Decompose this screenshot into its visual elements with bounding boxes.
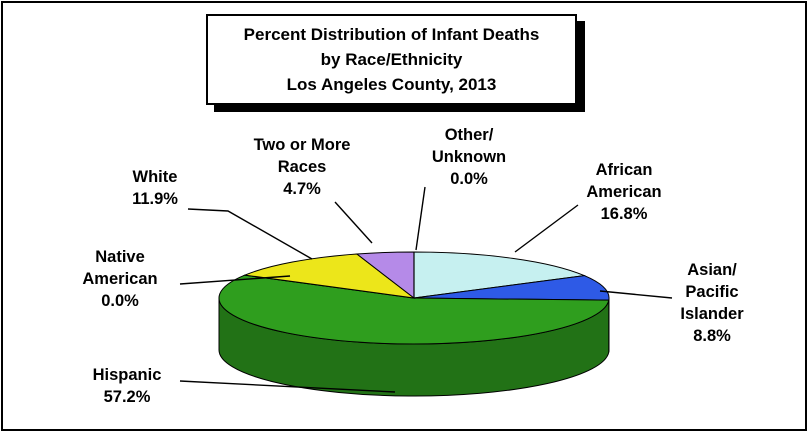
slice-label-2: Hispanic 57.2% (93, 366, 162, 406)
slice-label-3: Native American 0.0% (82, 248, 157, 310)
leader-line-2 (179, 380, 396, 393)
slice-name-label: Unknown (432, 148, 506, 166)
slice-name-label: Native (95, 248, 145, 266)
slice-value-label: 0.0% (101, 292, 139, 310)
slice-name-label: Races (278, 158, 327, 176)
chart-title: Percent Distribution of Infant Deaths by… (206, 14, 577, 105)
chart-title-line-2: by Race/Ethnicity (320, 50, 463, 69)
slice-value-label: 4.7% (283, 180, 321, 198)
slice-name-label: Hispanic (93, 366, 162, 384)
leader-line-3 (179, 275, 291, 285)
slice-name-label: American (82, 270, 157, 288)
leader-line-4 (187, 208, 313, 260)
slice-label-1: Asian/Pacific Islander 8.8% (680, 261, 744, 345)
pie-slice-4 (243, 253, 416, 299)
pie-slice-0 (413, 251, 587, 299)
slice-name-label: Two or More (254, 136, 351, 154)
slice-name-label: Other/ (445, 126, 494, 144)
chart-title-line-1: Percent Distribution of Infant Deaths (243, 25, 540, 44)
leader-line-5 (334, 201, 373, 244)
slice-value-label: 16.8% (601, 205, 648, 223)
slice-value-label: 57.2% (104, 388, 151, 406)
slice-value-label: 0.0% (450, 170, 488, 188)
slice-name-label: American (586, 183, 661, 201)
slice-value-label: 11.9% (132, 190, 178, 208)
leader-line-0 (514, 204, 579, 253)
leader-line-6 (415, 186, 426, 251)
slice-label-0: African American 16.8% (586, 161, 661, 223)
pie-slice-2 (218, 274, 610, 345)
slice-name-label: African (596, 161, 653, 179)
slice-name-label: White (133, 168, 178, 186)
chart-title-line-3: Los Angeles County, 2013 (286, 75, 497, 94)
pie-slice-1 (413, 275, 610, 301)
slice-value-label: 8.8% (693, 327, 731, 345)
slice-name-label: Asian/ (687, 261, 737, 279)
slice-name-label: Islander (680, 305, 744, 323)
slice-label-5: Two or More Races 4.7% (254, 136, 351, 198)
slice-name-label: Pacific (685, 283, 738, 301)
slice-label-4: White 11.9% (132, 168, 178, 208)
slice-label-6: Other/Unknown 0.0% (432, 126, 506, 188)
leader-line-1 (599, 290, 673, 299)
